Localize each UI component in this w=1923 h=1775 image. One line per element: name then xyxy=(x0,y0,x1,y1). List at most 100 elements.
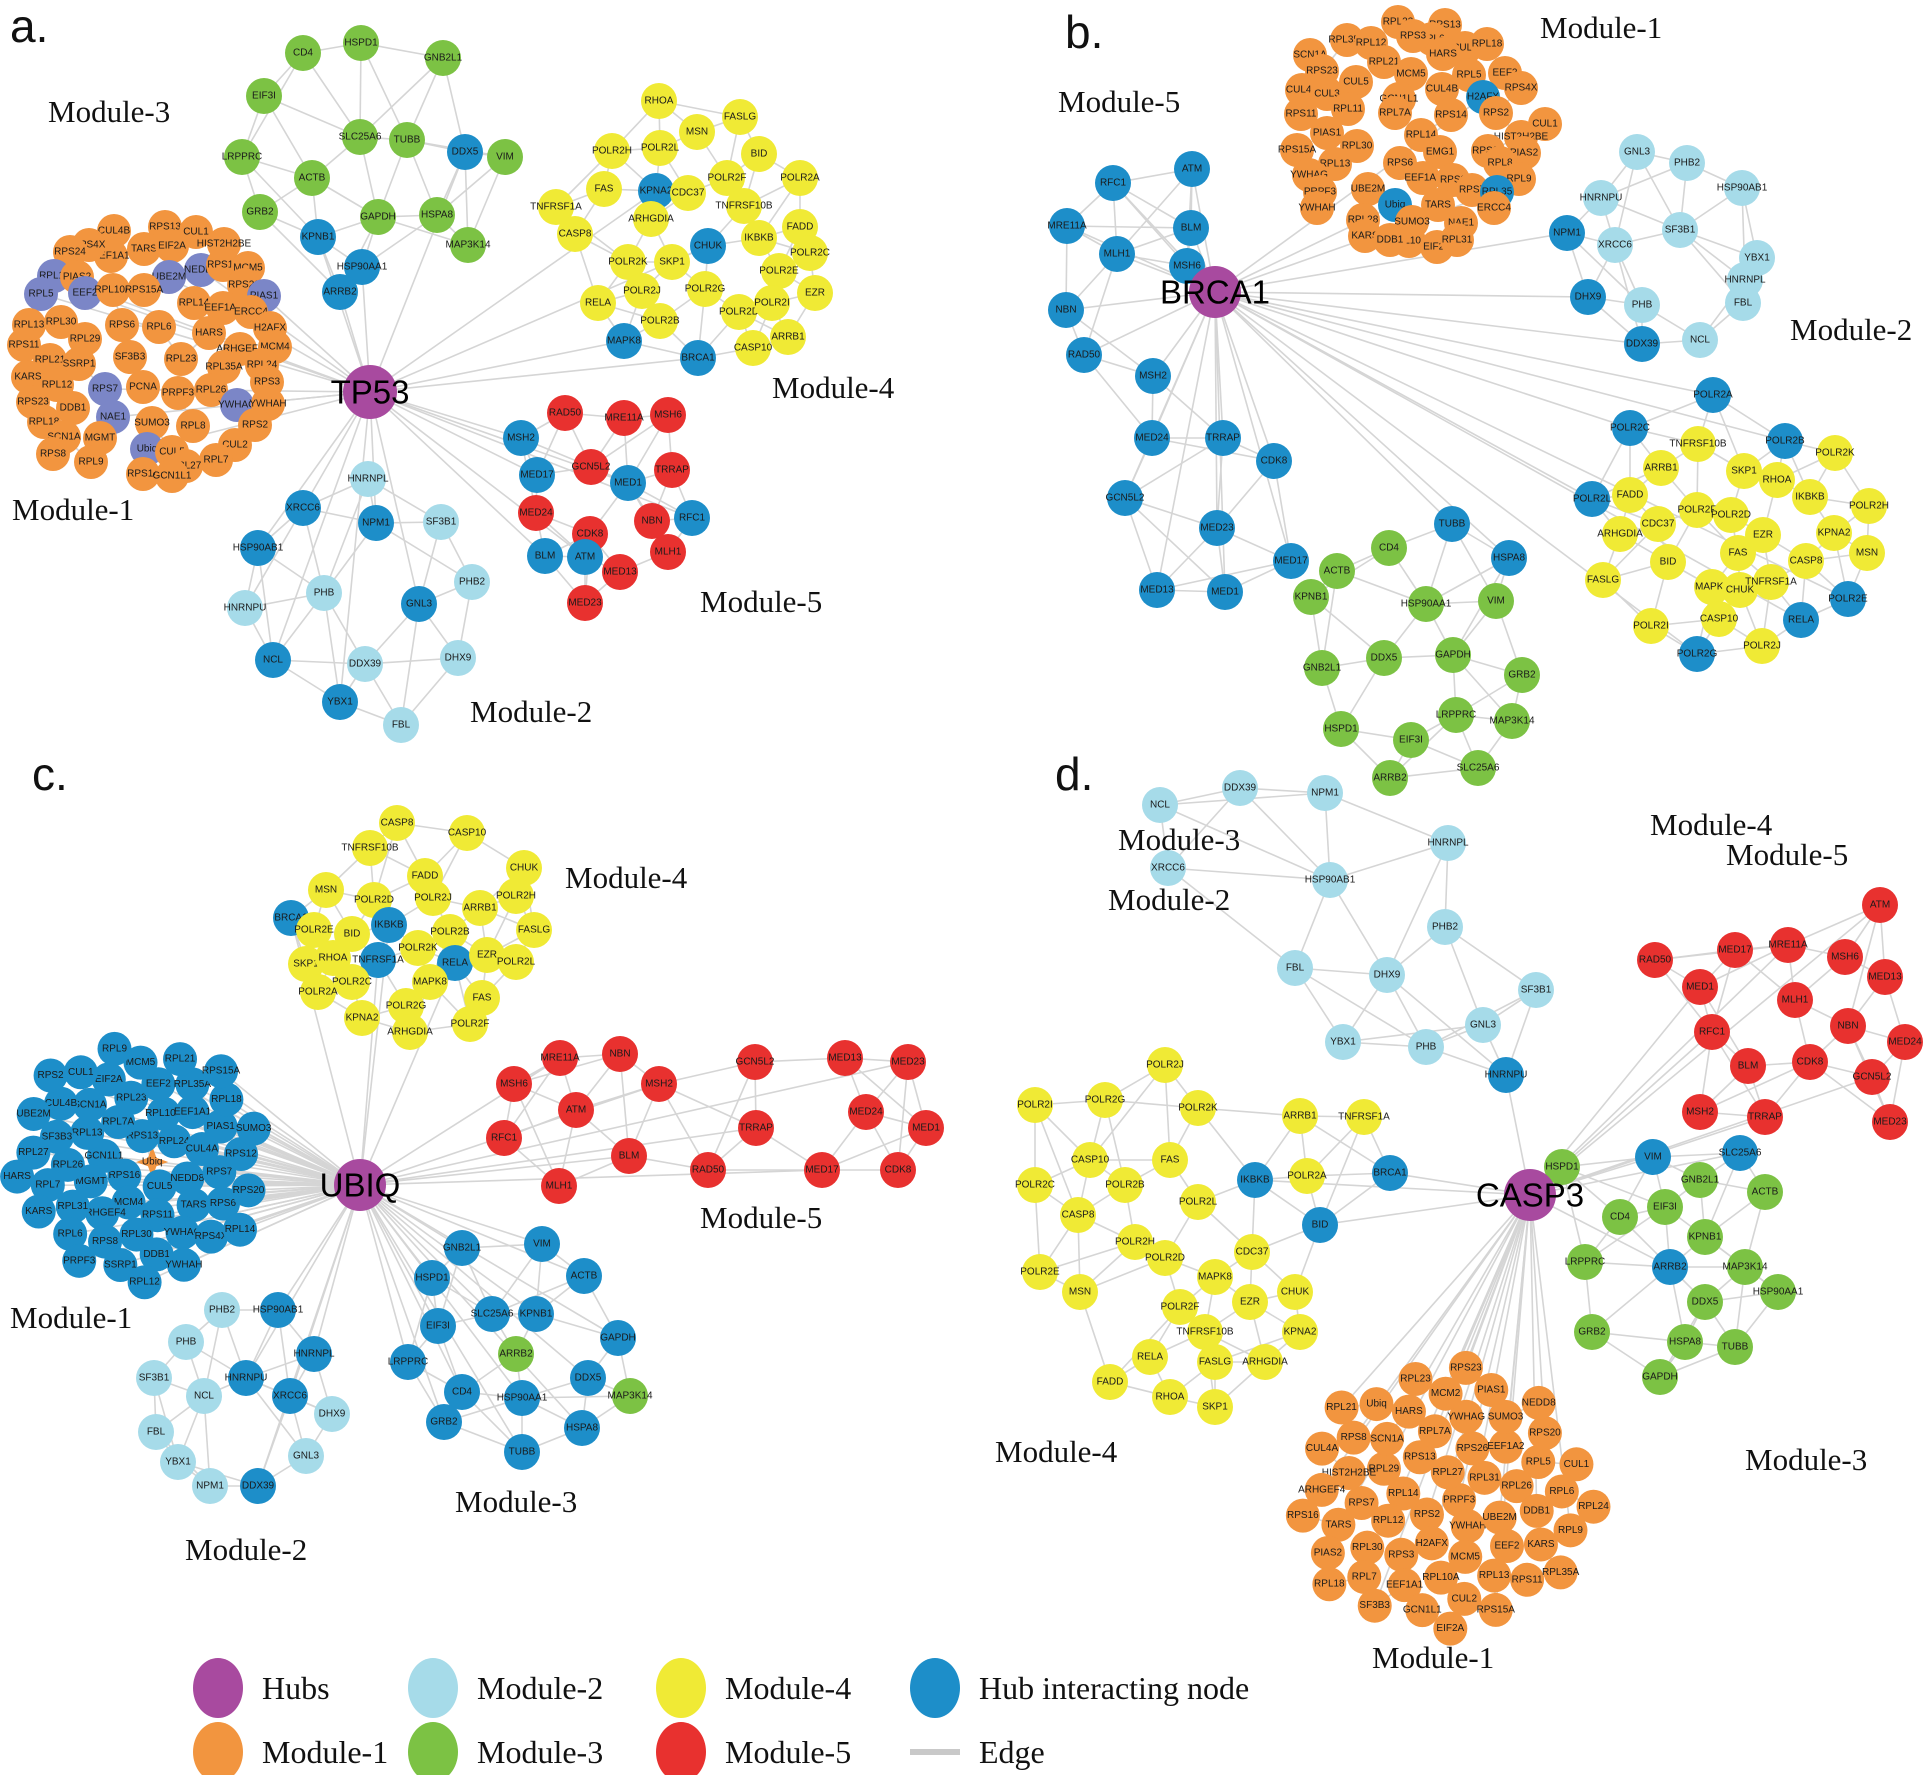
network-edge xyxy=(1319,1194,1531,1226)
node-label-KPNA2: KPNA2 xyxy=(1818,528,1851,539)
network-node-HARS xyxy=(192,316,226,350)
network-node-MAPK8 xyxy=(606,323,642,359)
node-label-KPNB1: KPNB1 xyxy=(1295,592,1328,603)
network-node-FADD xyxy=(1612,477,1648,513)
node-label-EEF1A1: EEF1A1 xyxy=(92,251,130,262)
node-label-HNRNPU: HNRNPU xyxy=(224,603,267,614)
network-node-HARS xyxy=(0,1159,35,1194)
node-label-NCL: NCL xyxy=(1690,335,1710,346)
node-label-GCN5L2: GCN5L2 xyxy=(1106,493,1145,504)
network-node-SKP1 xyxy=(1726,453,1762,489)
network-node-EIF2A xyxy=(1433,1611,1468,1646)
network-node-MRE11A xyxy=(542,1040,578,1076)
network-node-PHB xyxy=(1408,1029,1444,1065)
node-label-TNFRSF10B: TNFRSF10B xyxy=(1669,439,1727,450)
network-node-EEF1A2 xyxy=(206,291,240,325)
node-label-CUL2: CUL2 xyxy=(222,440,248,451)
network-node-HSPA8 xyxy=(564,1410,600,1446)
node-label-MAP3K14: MAP3K14 xyxy=(1722,1262,1767,1273)
node-label-POLR2D: POLR2D xyxy=(1711,510,1751,521)
node-label-POLR2G: POLR2G xyxy=(1085,1095,1126,1106)
network-node-EIF3I xyxy=(420,1308,456,1344)
legend-swatch-module-4 xyxy=(656,1658,706,1718)
node-label-ARRB1: ARRB1 xyxy=(1644,463,1678,474)
module-label-b-module3: Module-3 xyxy=(1118,822,1240,857)
network-node-DHX9 xyxy=(1570,279,1606,315)
node-label-Ubiq: Ubiq xyxy=(1385,200,1406,211)
network-node-RHOA xyxy=(1152,1379,1188,1415)
node-label-RPL35A: RPL35A xyxy=(1328,35,1366,46)
node-label-RPL21: RPL21 xyxy=(35,355,66,366)
node-label-GRB2: GRB2 xyxy=(430,1417,458,1428)
node-label-BRCA1: BRCA1 xyxy=(1373,1168,1407,1179)
node-label-CUL1: CUL1 xyxy=(183,227,209,238)
network-edge xyxy=(369,391,420,605)
node-label-SF3B1: SF3B1 xyxy=(426,517,457,528)
node-label-RELA: RELA xyxy=(1137,1352,1163,1363)
network-node-IKBKB xyxy=(1792,479,1828,515)
network-node-TNFRSF1A xyxy=(1753,564,1789,600)
node-label-CD4: CD4 xyxy=(1379,543,1399,554)
node-label-GAPDH: GAPDH xyxy=(600,1333,636,1344)
node-label-PIAS1: PIAS1 xyxy=(1313,128,1342,139)
node-label-CASP8: CASP8 xyxy=(381,818,414,829)
network-node-RPL7 xyxy=(30,1168,65,1203)
legend-label-module-4: Module-4 xyxy=(725,1670,851,1706)
node-label-EEF2: EEF2 xyxy=(72,288,97,299)
node-label-RPL35A: RPL35A xyxy=(205,362,243,373)
node-label-KPNB1: KPNB1 xyxy=(1689,1232,1722,1243)
network-node-POLR2B xyxy=(1767,423,1803,459)
network-node-HSPA8 xyxy=(1491,540,1527,576)
node-label-HSPD1: HSPD1 xyxy=(344,38,378,49)
network-node-KPNB1 xyxy=(300,219,336,255)
network-node-RPS12 xyxy=(224,1137,259,1172)
network-node-RPS15A xyxy=(1478,1592,1513,1627)
node-label-CDK8: CDK8 xyxy=(577,529,604,540)
network-node-MED1 xyxy=(1682,969,1718,1005)
node-label-SCN1A: SCN1A xyxy=(1293,50,1327,61)
network-node-FAS xyxy=(586,171,622,207)
network-node-EMG1 xyxy=(1423,135,1457,169)
network-edge xyxy=(1699,1061,1811,1113)
network-node-HNRNPL xyxy=(296,1336,332,1372)
network-edge xyxy=(1386,974,1507,1076)
network-node-ACTB xyxy=(1319,553,1355,589)
node-label-EIF3I: EIF3I xyxy=(252,91,276,102)
network-node-RPL30 xyxy=(1350,1530,1385,1565)
network-node-RPS8 xyxy=(36,437,70,471)
network-edge xyxy=(1340,1194,1531,1409)
node-label-RPL14: RPL14 xyxy=(225,1224,256,1235)
node-label-RPL7: RPL7 xyxy=(35,1180,60,1191)
network-node-CASP10 xyxy=(1701,601,1737,637)
node-label-RPS2: RPS2 xyxy=(1414,1509,1441,1520)
network-node-XRCC6 xyxy=(1150,850,1186,886)
network-node-POLR2J xyxy=(415,880,451,916)
node-label-HSP90AB1: HSP90AB1 xyxy=(1305,875,1356,886)
network-edge xyxy=(323,478,369,594)
network-node-POLR2E xyxy=(1830,581,1866,617)
network-node-DDX39 xyxy=(240,1468,276,1504)
network-edge xyxy=(1465,1194,1531,1369)
node-label-TRRAP: TRRAP xyxy=(1206,433,1240,444)
network-edge xyxy=(220,1070,361,1186)
node-label-DHX9: DHX9 xyxy=(445,653,472,664)
node-label-SUMO3: SUMO3 xyxy=(236,1123,272,1134)
node-label-EEF1A2: EEF1A2 xyxy=(204,303,242,314)
node-label-ATM: ATM xyxy=(1870,900,1890,911)
network-node-MED24 xyxy=(518,495,554,531)
node-label-YBX1: YBX1 xyxy=(1330,1037,1356,1048)
node-label-MAP3K14: MAP3K14 xyxy=(1489,716,1534,727)
node-label-POLR2J: POLR2J xyxy=(1146,1060,1184,1071)
network-node-GAPDH xyxy=(1435,637,1471,673)
node-label-DDB1: DDB1 xyxy=(1377,235,1404,246)
node-label-MED24: MED24 xyxy=(1888,1037,1922,1048)
node-label-RPL21: RPL21 xyxy=(1369,57,1400,68)
node-label-FBL: FBL xyxy=(1734,298,1753,309)
node-label-CUL4A: CUL4A xyxy=(186,1144,219,1155)
network-node-CUL4A xyxy=(184,1132,219,1167)
node-label-YWHAG: YWHAG xyxy=(1447,1411,1485,1422)
network-node-YBX1 xyxy=(160,1444,196,1480)
network-node-RAD50 xyxy=(547,395,583,431)
node-label-RAD50: RAD50 xyxy=(692,1165,725,1176)
network-edge xyxy=(241,156,319,238)
